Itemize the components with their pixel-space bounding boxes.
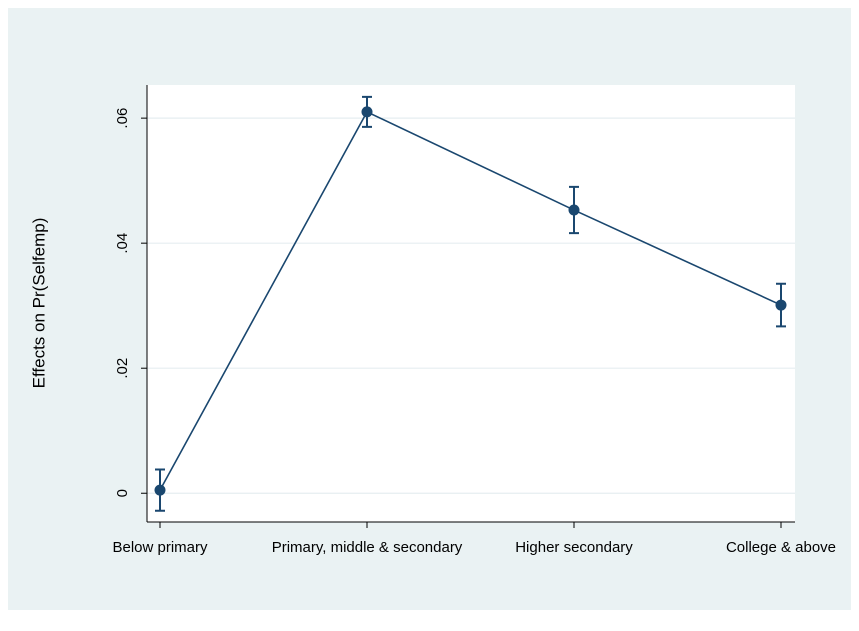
y-tick-label: 0 — [114, 489, 131, 497]
y-axis-label: Effects on Pr(Selfemp) — [29, 218, 48, 389]
x-tick-label: Higher secondary — [515, 539, 633, 556]
data-line — [159, 110, 782, 491]
y-tick-label: .02 — [114, 358, 131, 379]
data-point — [568, 204, 580, 216]
x-tick-label: Primary, middle & secondary — [272, 539, 463, 556]
y-tick-label: .04 — [114, 233, 131, 254]
data-point — [361, 106, 373, 118]
plot-area — [147, 85, 795, 522]
x-tick-label: College & above — [726, 539, 836, 556]
y-tick-label: .06 — [114, 108, 131, 129]
data-point — [154, 484, 166, 496]
x-tick-label: Below primary — [112, 539, 208, 556]
data-point — [775, 299, 787, 311]
